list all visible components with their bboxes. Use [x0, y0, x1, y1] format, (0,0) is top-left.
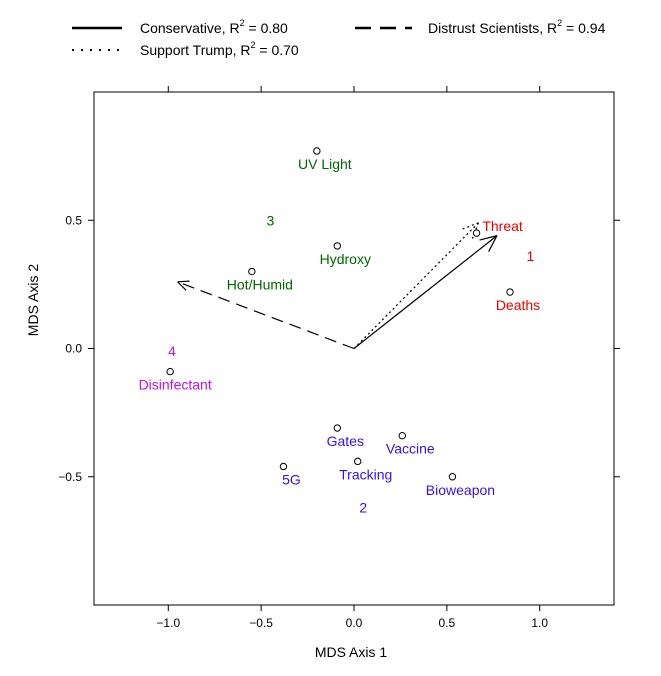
axis-ticks: −1.0 −0.5 0.0 0.5 1.0 −0.5 0.0 0.5 — [58, 86, 620, 630]
point-label: Hydroxy — [320, 251, 371, 267]
y-tick-label: 0.5 — [65, 213, 82, 227]
vector-arrowhead — [461, 222, 479, 230]
point-label: Vaccine — [386, 441, 435, 457]
legend-label: Support Trump, R2 = 0.70 — [140, 40, 299, 58]
vector-shaft — [177, 281, 355, 350]
legend-entry-solid: Conservative, R2 = 0.80 — [72, 18, 288, 36]
x-tick-label: 1.0 — [531, 616, 548, 630]
y-tick-label: −0.5 — [58, 470, 82, 484]
point-marker — [333, 242, 341, 250]
x-tick-label: −1.0 — [156, 616, 180, 630]
point-marker — [354, 457, 362, 466]
legend-label: Distrust Scientists, R2 = 0.94 — [428, 18, 606, 36]
point-label: Bioweapon — [426, 482, 495, 498]
point-gates: Gates — [327, 424, 364, 449]
vector-arrowhead — [479, 235, 498, 241]
data-points: UV Light Hydroxy Hot/Humid Threat Deaths Disi… — [139, 147, 540, 498]
vector-arrowhead — [177, 280, 196, 283]
point-label: Deaths — [496, 297, 540, 313]
point-marker — [448, 473, 457, 481]
x-tick-label: 0.5 — [439, 616, 456, 630]
point-marker — [248, 267, 256, 276]
vector-distrust-scientists — [177, 280, 355, 350]
legend-entry-dotted: Support Trump, R2 = 0.70 — [72, 40, 299, 58]
x-tick-label: −0.5 — [249, 616, 273, 630]
point-5g: 5G — [279, 462, 301, 487]
point-disinfectant: Disinfectant — [139, 367, 212, 393]
point-uv-light: UV Light — [298, 147, 352, 172]
y-axis-title: MDS Axis 2 — [25, 264, 41, 337]
point-marker — [506, 288, 514, 296]
point-tracking: Tracking — [339, 457, 392, 482]
point-marker — [333, 424, 341, 432]
point-hydroxy: Hydroxy — [320, 242, 371, 267]
vector-arrows — [177, 222, 498, 350]
legend-entry-dashed: Distrust Scientists, R2 = 0.94 — [355, 18, 606, 36]
point-label: 5G — [282, 471, 301, 487]
point-marker — [313, 147, 321, 155]
point-marker — [398, 432, 406, 440]
point-vaccine: Vaccine — [386, 432, 435, 457]
legend-label: Conservative, R2 = 0.80 — [140, 18, 288, 36]
cluster-label-3: 3 — [267, 212, 275, 228]
point-marker — [279, 462, 288, 471]
legend: Conservative, R2 = 0.80 Distrust Scientis… — [72, 18, 606, 58]
vector-support-trump — [353, 222, 479, 349]
x-tick-label: 0.0 — [346, 616, 363, 630]
vector-arrowhead — [488, 235, 498, 252]
cluster-label-2: 2 — [359, 500, 367, 516]
point-label: Disinfectant — [139, 377, 212, 393]
point-label: Threat — [482, 218, 523, 234]
x-axis-title: MDS Axis 1 — [315, 644, 388, 660]
cluster-label-4: 4 — [168, 343, 176, 359]
vector-conservative — [353, 235, 498, 349]
point-hot-humid: Hot/Humid — [227, 267, 293, 293]
point-bioweapon: Bioweapon — [426, 473, 495, 498]
point-label: Tracking — [339, 466, 392, 482]
point-threat: Threat — [472, 218, 523, 237]
point-deaths: Deaths — [496, 288, 540, 313]
point-marker — [166, 367, 174, 376]
point-label: Hot/Humid — [227, 277, 293, 293]
vector-arrowhead — [177, 281, 191, 295]
point-label: Gates — [327, 433, 364, 449]
point-label: UV Light — [298, 156, 352, 172]
cluster-label-1: 1 — [527, 248, 535, 264]
cluster-labels: 1 2 3 4 — [168, 212, 534, 515]
point-marker — [472, 229, 481, 237]
vector-shaft — [353, 235, 498, 349]
y-tick-label: 0.0 — [65, 342, 82, 356]
